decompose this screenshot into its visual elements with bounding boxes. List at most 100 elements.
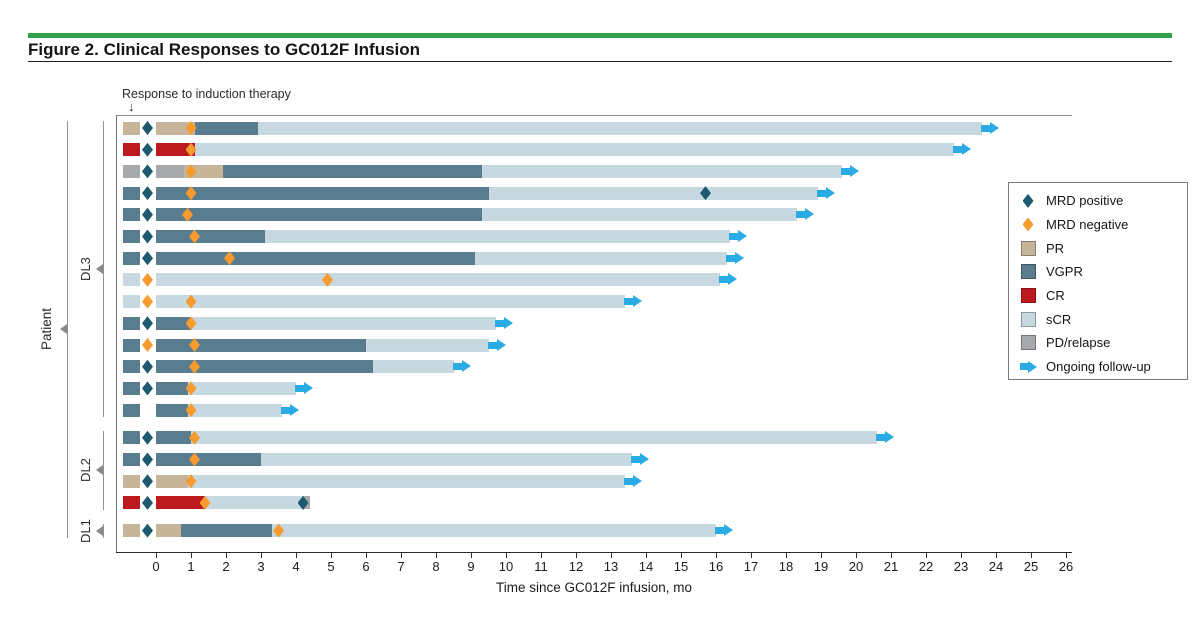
vgpr-swatch-icon: [1020, 264, 1036, 280]
x-axis-tick-label: 2: [222, 559, 230, 574]
response-segment-scr: [261, 453, 632, 466]
response-segment-vgpr: [222, 164, 482, 178]
response-segment-vgpr: [156, 338, 366, 352]
mrd-negative-diamond-icon: [189, 338, 200, 352]
x-axis-title: Time since GC012F infusion, mo: [495, 580, 693, 595]
x-axis-tick: [506, 553, 507, 558]
mrd-positive-diamond-icon: [297, 495, 309, 510]
ongoing-follow-up-arrow-icon: [738, 230, 747, 242]
induction-response-square: [123, 381, 140, 395]
x-axis-tick: [471, 553, 472, 558]
ongoing-follow-up-arrow-icon: [631, 456, 640, 463]
scr-swatch-icon: [1019, 311, 1037, 327]
legend-item: VGPR: [1019, 260, 1187, 284]
legend: MRD positive MRD negative PR VGPR CR sCR PD/re…: [1008, 182, 1188, 380]
response-segment-vgpr: [156, 186, 489, 200]
baseline-mrd-negative-diamond-icon: [142, 338, 153, 352]
x-axis-tick: [821, 553, 822, 558]
x-axis-tick-label: 10: [498, 559, 514, 574]
x-axis-tick: [436, 553, 437, 558]
response-segment-pd: [156, 164, 184, 178]
response-segment-vgpr: [156, 360, 373, 374]
ongoing-follow-up-arrow-icon: [452, 363, 462, 371]
ongoing-follow-up-arrow-icon: [841, 167, 850, 175]
x-axis-tick: [191, 553, 192, 558]
ongoing-follow-up-arrow-icon: [825, 186, 835, 199]
baseline-mrd-positive-diamond-icon: [142, 359, 153, 374]
plot-top-border: [116, 115, 1072, 116]
ongoing-follow-up-arrow-icon: [487, 341, 497, 349]
dose-level-dl1-label: DL1: [78, 518, 93, 543]
x-axis-tick: [646, 553, 647, 558]
response-segment-vgpr: [156, 316, 191, 330]
x-axis-tick: [891, 553, 892, 558]
x-axis-tick-label: 14: [638, 559, 654, 574]
ongoing-follow-up-arrow-icon: [633, 474, 642, 487]
legend-item-label: PD/relapse: [1046, 335, 1111, 351]
pr-swatch-icon: [1019, 240, 1037, 256]
ongoing-follow-up-arrow-icon: [990, 121, 999, 134]
mrd-negative-diamond-icon: [189, 229, 200, 244]
ongoing-follow-up-arrow-icon: [734, 251, 744, 264]
x-axis-tick-label: 24: [988, 559, 1004, 574]
baseline-mrd-positive-diamond-icon: [142, 142, 153, 157]
dose-level-dl3-bracket-arrow-icon: [96, 264, 103, 275]
x-axis-tick-label: 25: [1023, 559, 1039, 574]
legend-item: PD/relapse: [1019, 331, 1187, 355]
ongoing-follow-up-arrow-icon: [816, 189, 826, 197]
y-axis-title: Patient: [39, 307, 54, 351]
mrd-negative-diamond-icon: [322, 272, 333, 287]
ongoing-follow-up-arrow-icon: [876, 434, 885, 442]
x-axis-tick: [716, 553, 717, 558]
x-axis-tick-label: 4: [292, 559, 300, 574]
x-axis-line: [116, 552, 1072, 553]
ongoing-follow-up-arrow-icon: [290, 403, 299, 416]
x-axis-tick-label: 6: [362, 559, 370, 574]
mrd-negative-diamond-icon: [182, 207, 193, 222]
x-axis-tick: [681, 553, 682, 558]
legend-item-label: Ongoing follow-up: [1046, 359, 1151, 375]
response-segment-scr: [264, 230, 730, 243]
response-segment-pr: [156, 474, 188, 488]
ongoing-follow-up-arrow-icon: [724, 524, 733, 537]
dose-level-dl2-bracket-line: [103, 430, 104, 510]
baseline-mrd-positive-diamond-icon: [142, 452, 153, 467]
induction-response-square: [123, 208, 140, 222]
legend-item: PR: [1019, 236, 1187, 260]
mrd-negative-diamond-icon: [185, 474, 197, 489]
baseline-mrd-positive-diamond-icon: [142, 207, 153, 222]
x-axis-tick-label: 13: [603, 559, 619, 574]
response-segment-vgpr: [156, 453, 261, 466]
x-axis-tick-label: 8: [432, 559, 440, 574]
response-segment-scr: [191, 316, 496, 330]
induction-annotation: Response to induction therapy: [122, 87, 291, 101]
response-segment-pr: [156, 121, 195, 135]
ongoing-follow-up-arrow-icon: [718, 276, 728, 284]
x-axis-tick-label: 16: [708, 559, 724, 574]
mrd-positive-diamond-icon: [700, 186, 711, 201]
dose-level-dl1-bracket-arrow-icon: [96, 525, 103, 536]
ongoing-follow-up-arrow-icon: [281, 406, 290, 414]
dose-level-dl3-bracket-line: [103, 121, 104, 418]
legend-item-label: MRD positive: [1046, 193, 1124, 209]
legend-item: MRD positive: [1019, 189, 1187, 213]
patient-axis-bracket-arrow-icon: [60, 324, 67, 335]
induction-response-square: [123, 316, 140, 330]
mrd-negative-diamond-icon: [1022, 217, 1034, 232]
x-axis-tick: [156, 553, 157, 558]
induction-response-square: [123, 143, 140, 157]
x-axis-tick: [401, 553, 402, 558]
ongoing-follow-up-arrow-icon: [727, 273, 737, 286]
induction-response-square: [123, 360, 140, 374]
x-axis-tick-label: 9: [467, 559, 475, 574]
mrd-negative-diamond-icon: [185, 121, 197, 135]
ongoing-follow-up-arrow-icon: [295, 384, 304, 392]
induction-response-square: [123, 273, 140, 287]
mrd-negative-diamond-icon: [185, 294, 197, 309]
induction-response-square: [123, 186, 140, 200]
ongoing-follow-up-arrow-icon: [981, 124, 990, 132]
response-segment-scr: [205, 496, 303, 510]
ongoing-follow-up-arrow-icon: [496, 338, 506, 351]
response-segment-scr: [257, 121, 982, 135]
ongoing-follow-up-arrow-icon: [795, 211, 805, 219]
